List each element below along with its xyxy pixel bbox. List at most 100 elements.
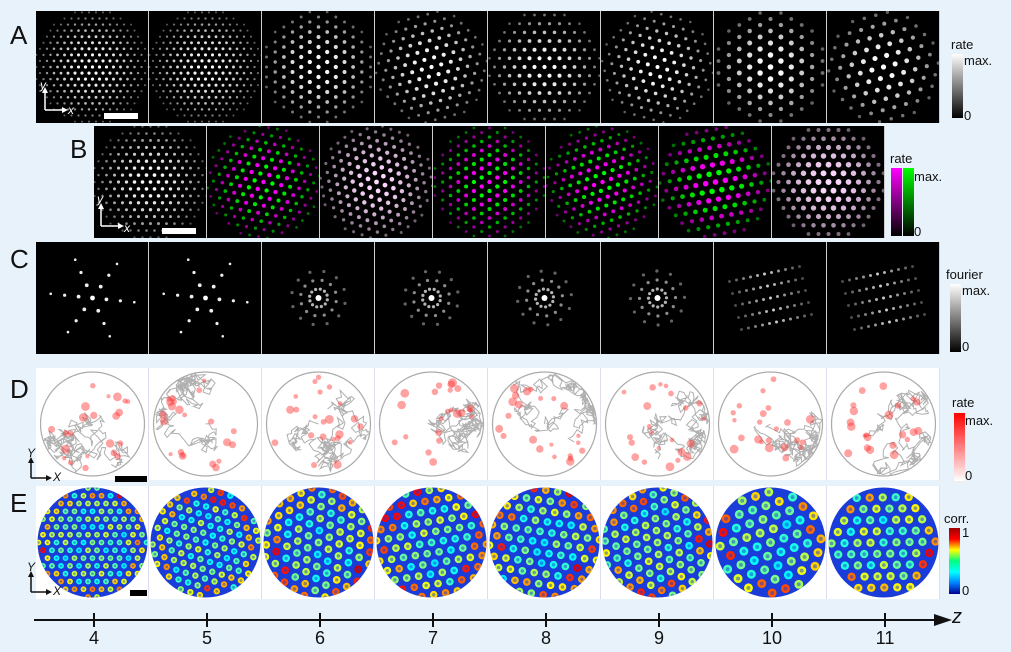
- firing-spot: [209, 460, 217, 468]
- spot: [415, 50, 420, 55]
- spot: [674, 70, 679, 75]
- spot: [200, 59, 204, 63]
- fourier-peak: [411, 276, 415, 280]
- spot: [389, 127, 393, 131]
- spot: [115, 71, 119, 75]
- spot: [360, 60, 364, 64]
- tile-image: [841, 265, 926, 331]
- tile-image: [375, 11, 487, 123]
- spot: [778, 34, 784, 40]
- spot: [471, 161, 476, 167]
- spot: [253, 41, 256, 44]
- spot: [446, 69, 451, 74]
- spot: [70, 77, 73, 81]
- spot: [384, 233, 388, 237]
- spot: [630, 103, 634, 107]
- spot: [87, 35, 91, 39]
- spot: [70, 89, 73, 93]
- fourier-peak: [734, 304, 737, 307]
- spot: [109, 222, 112, 225]
- spot: [36, 53, 38, 56]
- spot: [73, 95, 77, 99]
- firing-spot: [106, 394, 111, 399]
- firing-spot: [759, 410, 767, 417]
- fourier-peak: [74, 319, 78, 323]
- spot: [145, 132, 148, 135]
- spot: [215, 211, 219, 215]
- spot: [325, 89, 330, 95]
- spot: [296, 162, 301, 167]
- spot: [800, 170, 807, 177]
- spot: [351, 138, 356, 143]
- spot: [197, 89, 200, 93]
- spot: [426, 111, 430, 115]
- spot: [430, 29, 434, 33]
- spot: [566, 192, 571, 197]
- spot: [656, 101, 660, 105]
- spot: [702, 180, 709, 187]
- spot: [76, 65, 81, 69]
- spot: [552, 47, 557, 52]
- spot: [664, 188, 669, 193]
- spot: [94, 35, 98, 39]
- spot: [318, 174, 319, 178]
- spot: [664, 31, 669, 36]
- fourier-peak: [211, 284, 216, 289]
- spot: [471, 170, 477, 176]
- fourier-peak: [632, 283, 636, 287]
- tile-image: [152, 371, 259, 477]
- spot: [325, 120, 329, 123]
- spot: [523, 117, 526, 121]
- spot: [408, 43, 413, 48]
- firing-spot: [628, 439, 635, 446]
- spot: [132, 166, 137, 170]
- spot: [620, 156, 625, 161]
- spot: [547, 73, 552, 78]
- spot: [855, 162, 862, 168]
- spot: [611, 98, 614, 102]
- spot: [464, 157, 469, 162]
- fourier-peak: [655, 287, 659, 291]
- spot: [259, 219, 263, 223]
- spot: [472, 216, 476, 220]
- spot: [141, 222, 144, 226]
- spot: [567, 56, 572, 61]
- spot: [825, 161, 832, 168]
- spot: [715, 223, 721, 228]
- spot: [223, 142, 227, 145]
- spot: [87, 47, 91, 51]
- spot: [333, 84, 338, 90]
- fourier-peak: [671, 287, 675, 291]
- spot: [422, 57, 427, 62]
- spot: [907, 46, 913, 52]
- fourier-peak: [423, 302, 427, 306]
- spot: [779, 11, 783, 15]
- spot: [157, 138, 160, 142]
- spot: [382, 182, 388, 188]
- spot: [189, 180, 192, 184]
- spot: [235, 71, 239, 75]
- spot: [526, 184, 531, 189]
- spot: [684, 158, 689, 164]
- spot: [49, 65, 52, 69]
- spot: [827, 69, 831, 73]
- spot: [615, 141, 619, 146]
- spot: [557, 39, 562, 43]
- spot: [859, 27, 864, 33]
- spot: [87, 120, 91, 123]
- fourier-peak: [186, 258, 190, 262]
- spot: [789, 17, 794, 21]
- firing-spot: [641, 459, 648, 465]
- spot: [90, 53, 95, 57]
- spot: [610, 167, 615, 173]
- spot: [249, 84, 253, 87]
- fourier-peak: [104, 297, 109, 302]
- spot: [189, 194, 192, 198]
- spot: [116, 166, 121, 170]
- spot: [629, 194, 634, 199]
- spot: [820, 170, 827, 177]
- spot: [557, 91, 562, 95]
- spot: [157, 222, 160, 226]
- spot: [246, 185, 252, 190]
- spot: [548, 166, 552, 170]
